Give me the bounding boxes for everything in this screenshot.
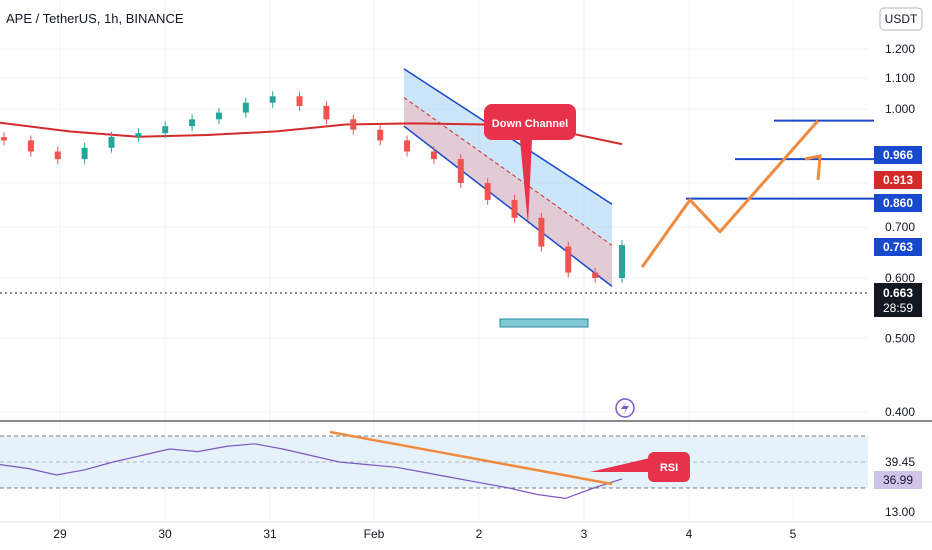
price-tick-label: 0.500 <box>885 331 915 345</box>
price-tags: 0.966 0.913 0.860 0.763 0.663 28:59 <box>874 146 922 317</box>
target-lines[interactable] <box>686 119 874 200</box>
price-tick-label: 0.400 <box>885 405 915 419</box>
candle-body <box>108 136 115 148</box>
down-channel-callout[interactable]: Down Channel <box>484 104 576 225</box>
price-tag-0763 <box>874 238 922 256</box>
rsi-current-tag <box>874 471 922 489</box>
candle-body <box>565 246 572 273</box>
candle-body <box>430 151 437 160</box>
lightning-icon[interactable] <box>615 398 635 418</box>
price-tick-label: 0.600 <box>885 271 915 285</box>
candle-body <box>296 96 303 106</box>
candle-body <box>350 119 357 130</box>
rsi-callout-label: RSI <box>660 462 678 474</box>
price-tag-current <box>874 283 922 317</box>
rsi-callout-box <box>648 452 690 482</box>
price-tick-label: 0.700 <box>885 220 915 234</box>
time-tick-label: 31 <box>263 527 277 541</box>
price-tag-0860-text: 0.860 <box>883 196 913 210</box>
candle-body <box>162 126 169 134</box>
rsi-tick-3945: 39.45 <box>885 455 915 469</box>
candle-body <box>269 96 276 103</box>
price-tag-0913-text: 0.913 <box>883 173 913 187</box>
price-tag-0966-text: 0.966 <box>883 148 913 162</box>
candle-body <box>27 140 34 152</box>
down-channel-callout-box <box>484 104 576 140</box>
candlestick-series <box>1 91 625 284</box>
currency-label-box[interactable] <box>879 7 923 31</box>
price-tag-0763-text: 0.763 <box>883 240 913 254</box>
price-tag-current-text: 0.663 <box>883 286 913 300</box>
rsi-tick-13: 13.00 <box>885 505 915 519</box>
candle-body <box>189 119 196 127</box>
currency-label: USDT <box>885 12 918 26</box>
rsi-callout-pointer <box>590 458 650 472</box>
projection-arrowhead <box>804 154 822 181</box>
candle-body <box>619 245 625 279</box>
candle-body <box>538 217 545 247</box>
price-tick-label: 1.200 <box>885 42 915 56</box>
price-tag-0860 <box>874 194 922 212</box>
projection-path[interactable] <box>640 119 820 269</box>
channel-midline <box>403 97 613 246</box>
price-tick-label: 1.100 <box>885 71 915 85</box>
channel-lower-line[interactable] <box>403 125 613 287</box>
candle-body <box>135 133 142 137</box>
time-tick-label: 5 <box>790 527 797 541</box>
price-tag-0913 <box>874 171 922 189</box>
price-tick-label: 1.000 <box>885 102 915 116</box>
candle-body <box>592 272 599 279</box>
time-tick-label: Feb <box>364 527 385 541</box>
price-panel[interactable] <box>0 0 868 418</box>
rsi-callout[interactable]: RSI <box>590 452 690 482</box>
rsi-current-text: 36.99 <box>883 473 913 487</box>
channel-lower-fill <box>404 97 612 287</box>
candle-body <box>484 182 491 200</box>
time-tick-label: 30 <box>158 527 172 541</box>
candle-body <box>404 140 411 152</box>
candle-body <box>54 151 61 160</box>
candle-body <box>81 147 88 160</box>
down-channel-label: Down Channel <box>492 118 568 130</box>
down-channel-callout-pointer <box>520 140 532 225</box>
candle-body <box>457 159 464 183</box>
candle-body <box>323 105 330 120</box>
rsi-line <box>0 443 623 500</box>
countdown-text: 28:59 <box>883 301 913 315</box>
candle-body <box>511 199 518 218</box>
chart-title: APE / TetherUS, 1h, BINANCE <box>6 11 184 26</box>
candle-body <box>242 102 249 113</box>
time-tick-label: 2 <box>476 527 483 541</box>
candle-body <box>215 112 222 120</box>
price-tag-0966 <box>874 146 922 164</box>
candle-body <box>1 137 7 141</box>
support-zone[interactable] <box>499 318 589 328</box>
time-tick-label: 3 <box>581 527 588 541</box>
candle-body <box>377 129 384 141</box>
time-tick-label: 4 <box>686 527 693 541</box>
rsi-trendline[interactable] <box>329 430 613 486</box>
time-axis-ticks: 29 30 31 Feb 2 3 4 5 <box>53 527 796 541</box>
time-tick-label: 29 <box>53 527 67 541</box>
